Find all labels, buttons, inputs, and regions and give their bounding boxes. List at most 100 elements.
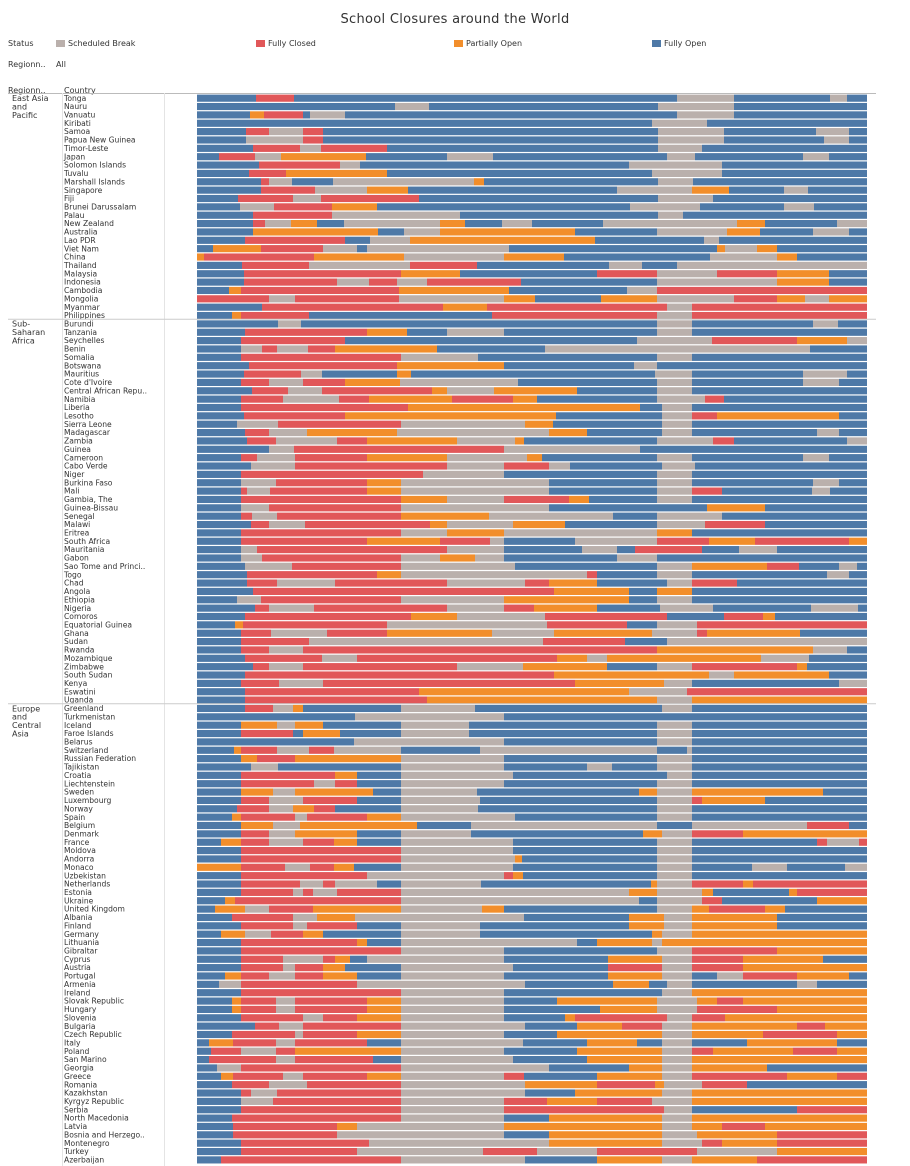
- bar-segment-scheduled-break[interactable]: [447, 579, 525, 587]
- bar-segment-partially-open[interactable]: [377, 571, 401, 579]
- bar-segment-fully-open[interactable]: [465, 220, 502, 228]
- legend-item-fully-open[interactable]: Fully Open: [652, 39, 706, 48]
- bar-segment-scheduled-break[interactable]: [276, 1005, 295, 1013]
- bar-segment-scheduled-break[interactable]: [710, 253, 777, 261]
- bar-segment-partially-open[interactable]: [397, 370, 411, 378]
- bar-segment-fully-open[interactable]: [577, 387, 657, 395]
- bar-segment-fully-closed[interactable]: [241, 955, 283, 963]
- bar-segment-partially-open[interactable]: [765, 905, 785, 913]
- bar-segment-fully-closed[interactable]: [241, 1139, 369, 1147]
- bar-segment-partially-open[interactable]: [215, 905, 245, 913]
- bar-segment-fully-open[interactable]: [197, 805, 237, 813]
- bar-segment-scheduled-break[interactable]: [657, 479, 692, 487]
- bar-segment-partially-open[interactable]: [825, 1022, 867, 1030]
- bar-segment-fully-closed[interactable]: [307, 1081, 401, 1089]
- bar-segment-scheduled-break[interactable]: [397, 429, 549, 437]
- bar-segment-fully-open[interactable]: [640, 403, 662, 412]
- bar-segment-fully-open[interactable]: [197, 905, 215, 913]
- bar-segment-scheduled-break[interactable]: [269, 429, 307, 437]
- bar-segment-fully-open[interactable]: [692, 972, 717, 980]
- bar-segment-scheduled-break[interactable]: [662, 1114, 692, 1122]
- bar-segment-fully-open[interactable]: [692, 805, 867, 813]
- bar-segment-scheduled-break[interactable]: [303, 1014, 323, 1022]
- bar-segment-fully-closed[interactable]: [241, 938, 357, 947]
- bar-segment-fully-open[interactable]: [197, 587, 253, 595]
- bar-segment-fully-open[interactable]: [692, 863, 752, 871]
- bar-segment-scheduled-break[interactable]: [322, 654, 357, 662]
- bar-segment-fully-open[interactable]: [197, 780, 241, 788]
- bar-segment-fully-open[interactable]: [323, 930, 401, 938]
- bar-segment-fully-closed[interactable]: [295, 462, 447, 470]
- bar-segment-fully-open[interactable]: [839, 378, 867, 386]
- bar-segment-scheduled-break[interactable]: [837, 220, 867, 228]
- bar-segment-partially-open[interactable]: [697, 997, 717, 1005]
- bar-segment-fully-closed[interactable]: [232, 1081, 269, 1089]
- bar-segment-fully-open[interactable]: [197, 353, 241, 361]
- bar-segment-fully-open[interactable]: [480, 796, 657, 804]
- bar-segment-partially-open[interactable]: [608, 972, 662, 980]
- bar-segment-fully-open[interactable]: [197, 445, 269, 453]
- bar-segment-partially-open[interactable]: [430, 520, 447, 529]
- bar-segment-fully-closed[interactable]: [241, 729, 293, 738]
- bar-segment-scheduled-break[interactable]: [657, 311, 692, 320]
- bar-segment-partially-open[interactable]: [629, 888, 657, 896]
- bar-segment-scheduled-break[interactable]: [725, 245, 757, 253]
- bar-segment-fully-open[interactable]: [777, 245, 867, 253]
- bar-segment-scheduled-break[interactable]: [401, 487, 549, 495]
- bar-segment-scheduled-break[interactable]: [357, 980, 525, 988]
- bar-segment-fully-open[interactable]: [839, 429, 867, 437]
- bar-segment-scheduled-break[interactable]: [667, 579, 692, 587]
- bar-segment-fully-closed[interactable]: [837, 1072, 867, 1080]
- bar-segment-scheduled-break[interactable]: [784, 203, 814, 211]
- bar-segment-scheduled-break[interactable]: [273, 788, 295, 796]
- bar-segment-partially-open[interactable]: [345, 412, 556, 420]
- bar-segment-partially-open[interactable]: [367, 1072, 401, 1080]
- bar-segment-fully-open[interactable]: [504, 755, 657, 763]
- bar-segment-fully-open[interactable]: [692, 980, 797, 988]
- bar-segment-scheduled-break[interactable]: [355, 713, 504, 721]
- bar-segment-partially-open[interactable]: [829, 295, 867, 303]
- bar-segment-scheduled-break[interactable]: [293, 913, 317, 922]
- bar-segment-scheduled-break[interactable]: [811, 604, 858, 612]
- bar-segment-fully-open[interactable]: [357, 838, 401, 846]
- bar-segment-fully-closed[interactable]: [241, 378, 269, 386]
- bar-segment-partially-open[interactable]: [549, 1139, 662, 1147]
- bar-segment-partially-open[interactable]: [367, 186, 408, 194]
- bar-segment-fully-open[interactable]: [197, 838, 221, 846]
- bar-segment-partially-open[interactable]: [235, 621, 243, 629]
- bar-segment-scheduled-break[interactable]: [667, 638, 867, 646]
- bar-segment-partially-open[interactable]: [692, 1156, 757, 1164]
- bar-segment-partially-open[interactable]: [777, 278, 829, 286]
- bar-segment-fully-open[interactable]: [692, 1039, 747, 1047]
- bar-segment-fully-closed[interactable]: [257, 546, 447, 554]
- bar-segment-fully-open[interactable]: [692, 320, 813, 328]
- bar-segment-fully-closed[interactable]: [241, 888, 293, 896]
- bar-segment-fully-closed[interactable]: [241, 512, 252, 520]
- bar-segment-scheduled-break[interactable]: [279, 679, 323, 687]
- bar-segment-fully-closed[interactable]: [233, 1131, 337, 1139]
- bar-segment-scheduled-break[interactable]: [630, 203, 700, 211]
- bar-segment-fully-open[interactable]: [294, 94, 677, 102]
- bar-segment-partially-open[interactable]: [692, 1056, 867, 1064]
- bar-segment-fully-closed[interactable]: [247, 571, 377, 579]
- bar-segment-fully-open[interactable]: [323, 136, 658, 144]
- bar-segment-fully-closed[interactable]: [597, 270, 657, 278]
- bar-segment-fully-open[interactable]: [477, 788, 639, 796]
- bar-segment-scheduled-break[interactable]: [839, 679, 867, 687]
- bar-segment-partially-open[interactable]: [549, 579, 597, 587]
- bar-segment-fully-open[interactable]: [197, 972, 225, 980]
- bar-segment-fully-open[interactable]: [197, 278, 244, 286]
- bar-segment-scheduled-break[interactable]: [219, 980, 241, 988]
- bar-segment-fully-open[interactable]: [197, 462, 251, 470]
- bar-segment-fully-open[interactable]: [197, 746, 234, 754]
- bar-segment-fully-closed[interactable]: [244, 412, 345, 420]
- bar-segment-fully-closed[interactable]: [251, 520, 269, 529]
- bar-segment-scheduled-break[interactable]: [269, 128, 303, 136]
- bar-segment-scheduled-break[interactable]: [657, 947, 692, 955]
- bar-segment-fully-open[interactable]: [823, 955, 867, 963]
- bar-segment-partially-open[interactable]: [515, 855, 522, 863]
- bar-segment-scheduled-break[interactable]: [307, 579, 335, 587]
- bar-segment-fully-open[interactable]: [847, 94, 867, 102]
- bar-segment-fully-open[interactable]: [197, 144, 253, 152]
- bar-segment-scheduled-break[interactable]: [367, 245, 509, 253]
